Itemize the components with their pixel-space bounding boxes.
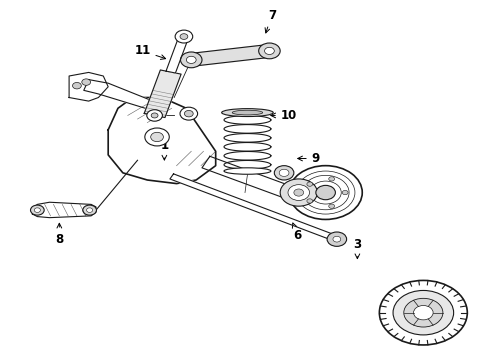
Circle shape <box>329 177 335 181</box>
Circle shape <box>175 30 193 43</box>
Text: 10: 10 <box>271 109 297 122</box>
Circle shape <box>180 52 202 68</box>
Circle shape <box>379 280 467 345</box>
Circle shape <box>279 169 289 176</box>
Polygon shape <box>32 202 96 218</box>
Circle shape <box>333 236 341 242</box>
Circle shape <box>186 56 196 63</box>
Ellipse shape <box>221 109 273 117</box>
Circle shape <box>147 110 162 121</box>
Text: 7: 7 <box>265 9 276 33</box>
Circle shape <box>30 205 44 215</box>
Circle shape <box>393 291 454 335</box>
Circle shape <box>289 166 362 220</box>
Circle shape <box>329 204 335 208</box>
Circle shape <box>316 185 335 200</box>
Circle shape <box>34 208 40 212</box>
Circle shape <box>414 306 433 320</box>
Circle shape <box>73 82 81 89</box>
Text: 8: 8 <box>55 223 63 246</box>
Circle shape <box>145 128 169 146</box>
Ellipse shape <box>232 110 263 115</box>
Polygon shape <box>166 36 189 73</box>
Text: 2: 2 <box>422 296 432 315</box>
Circle shape <box>180 34 188 40</box>
Polygon shape <box>190 45 271 66</box>
Circle shape <box>274 166 294 180</box>
Circle shape <box>294 189 304 196</box>
Circle shape <box>280 179 318 206</box>
Circle shape <box>151 113 158 118</box>
Circle shape <box>307 182 313 186</box>
Circle shape <box>327 232 346 246</box>
Polygon shape <box>108 98 216 184</box>
Polygon shape <box>69 72 108 101</box>
Circle shape <box>87 208 93 212</box>
Polygon shape <box>84 80 162 112</box>
Circle shape <box>404 298 443 327</box>
Text: 9: 9 <box>298 152 320 165</box>
Circle shape <box>265 47 274 54</box>
Circle shape <box>342 190 348 195</box>
Text: 3: 3 <box>353 238 362 258</box>
Circle shape <box>259 43 280 59</box>
Polygon shape <box>170 174 335 240</box>
Circle shape <box>83 205 97 215</box>
Ellipse shape <box>285 185 297 200</box>
Circle shape <box>307 199 313 203</box>
Polygon shape <box>202 156 298 200</box>
Text: 5: 5 <box>294 181 304 200</box>
Text: 1: 1 <box>160 139 169 160</box>
Text: 4: 4 <box>343 175 354 201</box>
Text: 6: 6 <box>293 223 302 242</box>
Text: 11: 11 <box>134 44 166 59</box>
Circle shape <box>180 107 197 120</box>
Ellipse shape <box>224 168 271 174</box>
Circle shape <box>151 132 163 141</box>
Circle shape <box>82 79 91 85</box>
Circle shape <box>184 111 193 117</box>
Circle shape <box>288 185 310 201</box>
Polygon shape <box>144 70 181 117</box>
